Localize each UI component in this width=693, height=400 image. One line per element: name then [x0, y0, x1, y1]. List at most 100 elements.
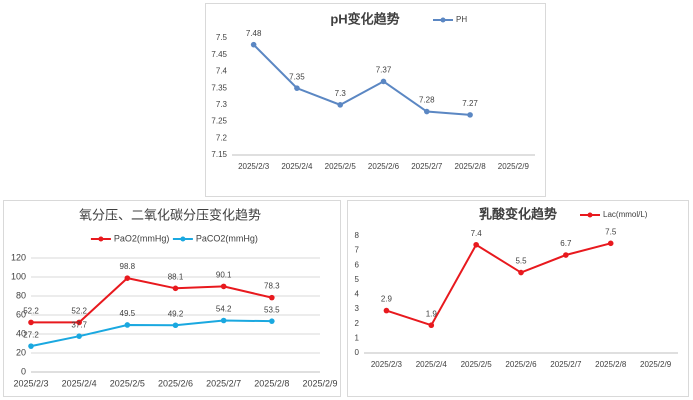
y-tick-label: 100 — [11, 271, 26, 281]
data-point — [337, 102, 344, 108]
x-tick-label: 2025/2/8 — [254, 378, 289, 388]
y-tick-label: 7.25 — [211, 117, 227, 126]
data-point — [76, 333, 82, 339]
data-point — [28, 319, 34, 326]
legend-label: PH — [456, 15, 467, 24]
y-tick-label: 7.45 — [211, 50, 227, 59]
data-label: 27.2 — [23, 330, 39, 339]
legend-marker — [587, 212, 593, 218]
data-label: 7.5 — [605, 227, 617, 236]
data-label: 2.9 — [381, 295, 393, 304]
x-tick-label: 2025/2/5 — [461, 360, 493, 369]
series-line — [252, 43, 471, 116]
legend-marker — [440, 17, 446, 23]
y-tick-label: 1 — [355, 333, 360, 342]
y-tick-label: 7.2 — [216, 133, 228, 142]
series-line — [386, 242, 611, 327]
legend-marker — [98, 236, 104, 242]
data-label: 54.2 — [216, 305, 232, 314]
data-label: 98.8 — [120, 262, 136, 271]
data-point — [250, 41, 257, 48]
data-point — [124, 322, 131, 328]
x-tick-label: 2025/2/7 — [550, 360, 582, 369]
x-tick-label: 2025/2/7 — [206, 378, 241, 388]
x-tick-label: 2025/2/5 — [110, 378, 145, 388]
y-tick-label: 0 — [355, 348, 360, 357]
x-tick-label: 2025/2/9 — [498, 162, 530, 171]
y-tick-label: 7.15 — [211, 150, 227, 159]
data-label: 52.2 — [23, 307, 39, 316]
data-label: 90.1 — [216, 271, 232, 280]
data-point — [428, 322, 435, 329]
x-tick-label: 2025/2/8 — [455, 162, 487, 171]
x-tick-label: 2025/2/6 — [505, 360, 537, 369]
data-point — [172, 322, 179, 329]
data-label: 7.37 — [376, 66, 392, 75]
y-tick-label: 60 — [16, 309, 26, 319]
data-label: 52.2 — [71, 307, 87, 316]
data-point — [383, 307, 390, 314]
y-tick-label: 5 — [355, 275, 360, 284]
legend-label: PaCO2(mmHg) — [196, 233, 258, 243]
data-label: 78.3 — [264, 282, 280, 291]
data-point — [607, 240, 614, 247]
data-label: 6.7 — [560, 239, 572, 248]
chart-title: 乳酸变化趋势 — [479, 206, 557, 221]
y-tick-label: 8 — [355, 231, 360, 240]
panel — [205, 3, 546, 197]
y-tick-label: 3 — [355, 304, 360, 313]
data-label: 7.3 — [335, 89, 347, 98]
data-point — [563, 252, 569, 258]
data-label: 49.2 — [168, 309, 184, 318]
y-tick-label: 7 — [355, 246, 360, 255]
x-tick-label: 2025/2/6 — [158, 378, 193, 388]
data-label: 37.7 — [71, 320, 87, 329]
legend-label: PaO2(mmHg) — [114, 233, 170, 243]
data-label: 53.5 — [264, 305, 280, 314]
y-tick-label: 0 — [21, 366, 26, 376]
y-tick-label: 7.4 — [216, 67, 228, 76]
x-tick-label: 2025/2/5 — [325, 162, 357, 171]
data-point — [269, 294, 275, 301]
x-tick-label: 2025/2/9 — [640, 360, 672, 369]
data-label: 88.1 — [168, 272, 184, 281]
y-tick-label: 120 — [11, 252, 26, 262]
data-point — [380, 78, 387, 85]
data-point — [467, 112, 473, 118]
data-label: 1.9 — [426, 309, 438, 318]
series-line — [31, 277, 273, 324]
data-label: 7.4 — [471, 229, 483, 238]
y-tick-label: 4 — [355, 290, 360, 299]
x-tick-label: 2025/2/7 — [411, 162, 443, 171]
y-tick-label: 7.5 — [216, 33, 228, 42]
panel — [3, 200, 341, 397]
data-point — [220, 317, 227, 324]
data-point — [423, 108, 430, 115]
y-tick-label: 2 — [355, 319, 360, 328]
panel — [347, 200, 689, 397]
data-point — [518, 269, 524, 276]
x-tick-label: 2025/2/3 — [13, 378, 48, 388]
data-point — [269, 318, 275, 324]
chart-title: 氧分压、二氧化碳分压变化趋势 — [79, 207, 261, 222]
x-tick-label: 2025/2/4 — [281, 162, 313, 171]
legend-marker — [180, 236, 186, 242]
data-label: 7.28 — [419, 96, 435, 105]
legend-label: Lac(mmol/L) — [603, 210, 648, 219]
data-label: 7.48 — [246, 29, 262, 38]
x-tick-label: 2025/2/3 — [371, 360, 403, 369]
data-point — [76, 319, 82, 326]
y-tick-label: 6 — [355, 260, 360, 269]
chart-title: pH变化趋势 — [330, 11, 399, 26]
y-tick-label: 80 — [16, 290, 26, 300]
data-label: 7.35 — [289, 72, 305, 81]
x-tick-label: 2025/2/4 — [62, 378, 97, 388]
data-point — [294, 85, 300, 91]
y-tick-label: 7.35 — [211, 83, 227, 92]
x-tick-label: 2025/2/4 — [416, 360, 448, 369]
data-label: 5.5 — [515, 257, 527, 266]
data-point — [124, 275, 131, 281]
data-point — [473, 241, 479, 248]
data-label: 7.27 — [462, 99, 478, 108]
